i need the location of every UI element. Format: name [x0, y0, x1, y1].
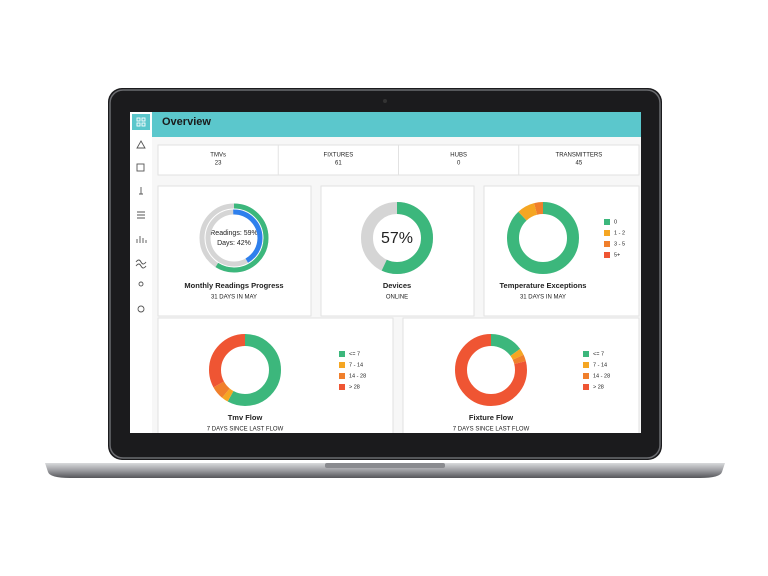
card-subtitle: 31 DAYS IN MAY [520, 295, 566, 301]
icon [141, 117, 146, 122]
legend-swatch [604, 219, 610, 225]
card-subtitle: 7 DAYS SINCE LAST FLOW [207, 427, 284, 433]
legend-label: 7 - 14 [349, 362, 363, 368]
settings-icon[interactable] [137, 305, 145, 313]
legend-swatch [583, 373, 589, 379]
donut-segment [209, 334, 281, 406]
laptop-notch [325, 463, 445, 468]
ring-label: Days: 42% [217, 240, 251, 247]
legend-swatch [339, 362, 345, 368]
card-title: Devices [383, 281, 411, 290]
legend-swatch [583, 351, 589, 357]
stat-value: 45 [576, 161, 583, 167]
legend-swatch [583, 362, 589, 368]
donut-segment [205, 209, 263, 267]
ring-label: Readings: 59% [210, 230, 257, 237]
legend-swatch [339, 373, 345, 379]
sidebar-home[interactable] [132, 114, 150, 130]
icon [136, 117, 141, 122]
list-icon[interactable] [137, 211, 145, 219]
stat-value: 61 [335, 161, 342, 167]
screen: Overview TMVs 23 FIXTURES 61 HUBS 0 TRANSMITTE… [130, 112, 641, 433]
legend-swatch [604, 241, 610, 247]
card-title: Fixture Flow [469, 413, 513, 422]
legend-swatch [339, 384, 345, 390]
box-icon[interactable] [136, 163, 145, 172]
flow-icon[interactable] [135, 259, 147, 269]
card-subtitle: ONLINE [386, 295, 408, 301]
legend-label: <= 7 [593, 351, 604, 357]
donut-segment [361, 202, 433, 274]
gauge-label: 57% [381, 230, 413, 247]
legend-label: 14 - 28 [593, 373, 610, 379]
stat-value: 23 [215, 161, 222, 167]
donut-segment [199, 203, 269, 273]
card-subtitle: 7 DAYS SINCE LAST FLOW [453, 427, 530, 433]
card-title: Monthly Readings Progress [184, 281, 283, 290]
thermo-icon[interactable] [139, 187, 143, 195]
legend-label: > 28 [593, 384, 604, 390]
card-subtitle: 31 DAYS IN MAY [211, 295, 257, 301]
icon [136, 122, 141, 127]
legend-label: <= 7 [349, 351, 360, 357]
legend-label: 3 - 5 [614, 241, 625, 247]
sidebar [130, 112, 152, 433]
donut-segment [455, 334, 527, 406]
laptop-base [45, 463, 725, 478]
stat-label: FIXTURES [324, 153, 354, 159]
legend-swatch [604, 252, 610, 258]
user-icon[interactable] [138, 281, 144, 287]
stat-label: HUBS [450, 153, 467, 159]
stat-label: TRANSMITTERS [556, 153, 603, 159]
page-title: Overview [162, 116, 211, 128]
donut-segment [507, 202, 579, 274]
legend-label: 1 - 2 [614, 230, 625, 236]
top-bar [152, 112, 641, 137]
legend-swatch [583, 384, 589, 390]
alert-icon[interactable] [136, 140, 146, 149]
legend-label: 14 - 28 [349, 373, 366, 379]
legend-swatch [339, 351, 345, 357]
legend-swatch [604, 230, 610, 236]
camera [383, 99, 387, 103]
card-title: Tmv Flow [228, 413, 263, 422]
legend-label: 0 [614, 219, 617, 225]
stat-value: 0 [457, 161, 461, 167]
card-title: Temperature Exceptions [500, 281, 587, 290]
legend-label: 7 - 14 [593, 362, 607, 368]
chart-icon[interactable] [136, 236, 147, 243]
icon [141, 122, 146, 127]
legend-label: 5+ [614, 252, 620, 258]
legend-label: > 28 [349, 384, 360, 390]
laptop-rim [109, 89, 661, 459]
stat-label: TMVs [210, 153, 226, 159]
